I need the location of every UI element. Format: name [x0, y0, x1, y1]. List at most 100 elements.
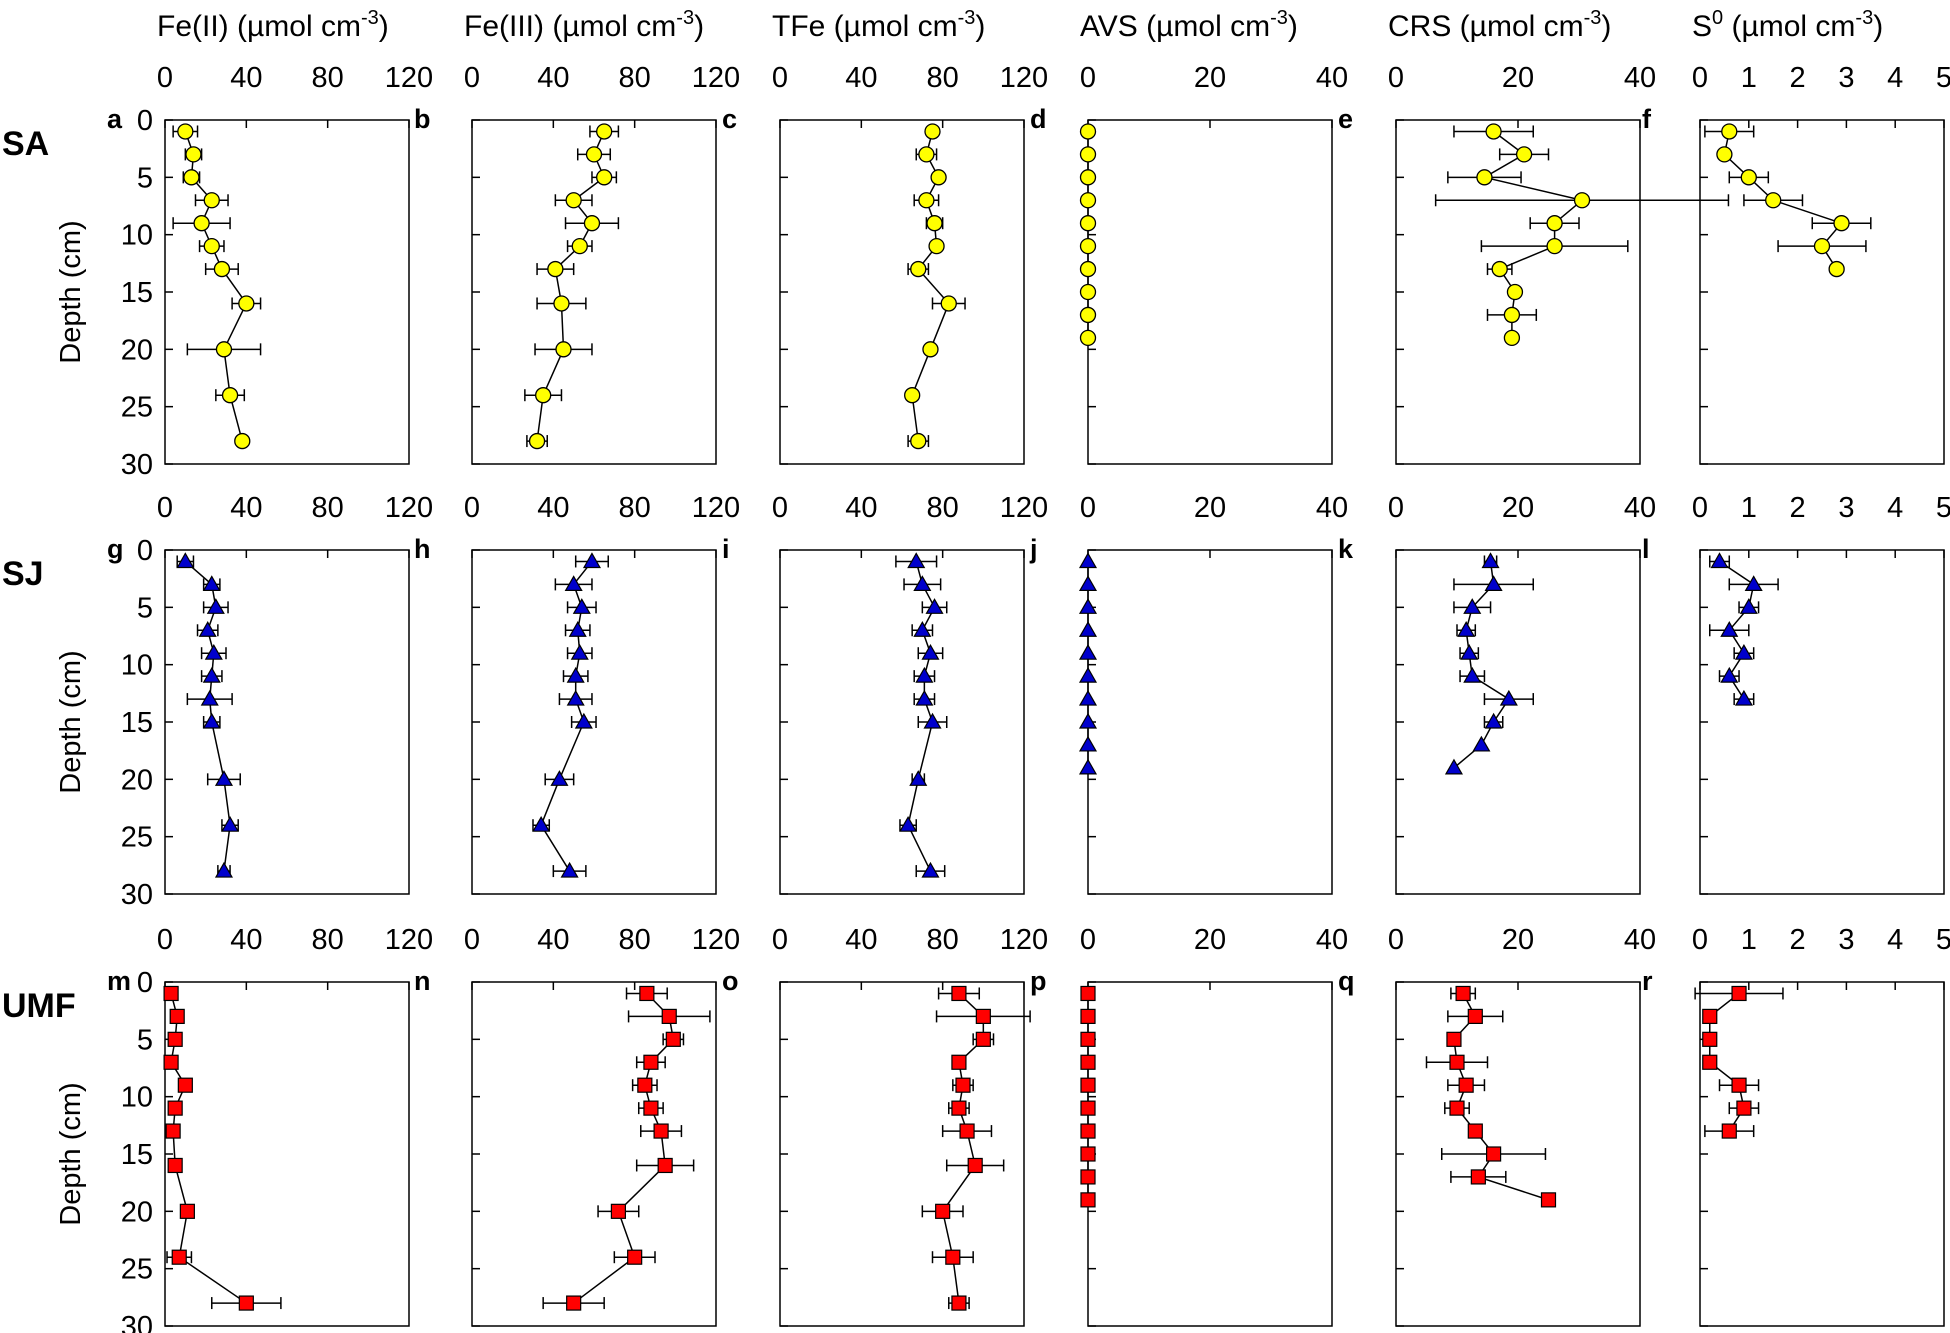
data-point [951, 1295, 967, 1311]
x-tick-label: 4 [1887, 924, 1903, 956]
data-point [1503, 329, 1521, 347]
title-main: S [1692, 10, 1712, 43]
x-tick-label: 20 [1194, 492, 1226, 524]
x-tick-label: 20 [1502, 62, 1534, 94]
data-point [234, 432, 251, 450]
data-point [910, 432, 927, 450]
y-tick-label: 25 [121, 822, 153, 854]
data-point [550, 770, 569, 786]
panel-e: e 0 20 40 [1338, 62, 1730, 465]
y-tick-label: 20 [121, 334, 153, 366]
x-tick-label: 40 [230, 492, 262, 524]
data-point [177, 1077, 193, 1093]
title-unit: CRS (µmol cm [1388, 10, 1584, 43]
data-point [1485, 123, 1502, 140]
data-point [214, 861, 234, 878]
data-point [1080, 985, 1096, 1002]
data-point [1078, 552, 1098, 569]
panel-j: j 0 20 40 [1029, 492, 1348, 895]
x-tick-label: 1 [1741, 62, 1757, 94]
data-point [1481, 552, 1500, 569]
data-point [555, 341, 572, 358]
x-tick-label: 40 [537, 924, 569, 956]
data-point [185, 146, 202, 163]
x-tick-label: 80 [312, 62, 344, 94]
data-point [1744, 575, 1763, 592]
data-point [921, 861, 940, 878]
x-tick-label: 40 [230, 924, 262, 956]
title-superscript: 0 [1712, 7, 1723, 29]
x-tick-label: 80 [927, 492, 959, 524]
column-title-avs: AVS (µmol cm-3) [1080, 7, 1298, 43]
data-point [1702, 1054, 1718, 1070]
x-tick-label: 20 [1502, 924, 1534, 956]
data-point [163, 1054, 179, 1070]
data-point [1446, 1031, 1462, 1047]
x-tick-label: 120 [1000, 62, 1048, 94]
data-point [1720, 666, 1739, 683]
column-title-tfe: TFe (µmol cm-3) [772, 7, 985, 43]
plot-frame [1699, 981, 1945, 1327]
data-point [221, 815, 240, 832]
x-tick-label: 120 [692, 492, 740, 524]
data-point [1079, 192, 1097, 209]
panel-letter: e [1338, 104, 1353, 134]
panel-letter: i [722, 534, 730, 564]
y-axis-label: Depth (cm) [55, 650, 87, 793]
unit-close: ) [1873, 10, 1883, 43]
panel-q: q 0 20 40 [1338, 924, 1656, 1327]
x-tick-label: 120 [692, 924, 740, 956]
x-tick-label: 0 [772, 924, 788, 956]
unit-superscript: -3 [676, 7, 694, 29]
x-tick-label: 0 [464, 924, 480, 956]
data-point [1079, 329, 1097, 347]
plot-frame [1699, 119, 1945, 465]
data-point [585, 146, 603, 163]
data-point [1080, 1100, 1096, 1116]
data-point [1833, 215, 1850, 232]
data-point [627, 1249, 643, 1265]
data-point [1080, 1031, 1096, 1047]
data-point [1720, 621, 1739, 637]
panel-letter: c [722, 104, 737, 134]
y-tick-label: 0 [137, 535, 153, 567]
data-point [566, 689, 585, 706]
x-tick-label: 0 [772, 492, 788, 524]
y-tick-label: 10 [121, 650, 153, 682]
unit-superscript: -3 [361, 7, 379, 29]
y-tick-label: 15 [121, 277, 153, 309]
data-point [975, 1008, 991, 1025]
panel-o: o 0 40 80 120 [722, 924, 1048, 1327]
y-tick-label: 15 [121, 1139, 153, 1171]
data-point [1731, 1077, 1747, 1093]
y-tick-label: 5 [137, 162, 153, 194]
data-point [1740, 169, 1757, 186]
data-point [967, 1157, 983, 1174]
x-tick-label: 120 [385, 62, 433, 94]
data-point [213, 260, 231, 278]
x-tick-label: 40 [537, 62, 569, 94]
data-point [1540, 1192, 1557, 1208]
data-point [532, 815, 551, 832]
data-point [568, 621, 587, 637]
data-point [1702, 1008, 1718, 1025]
data-point [565, 192, 582, 209]
data-point [955, 1077, 971, 1093]
data-point [583, 215, 601, 232]
data-point [925, 598, 944, 614]
data-point [1080, 1008, 1096, 1025]
data-point [935, 1203, 951, 1219]
data-point [203, 237, 220, 255]
x-tick-label: 5 [1936, 924, 1950, 956]
data-point [1736, 1100, 1752, 1116]
series-line [1453, 561, 1510, 769]
column-title-text: CRS (µmol cm-3) [1388, 7, 1611, 43]
x-tick-label: 5 [1936, 62, 1950, 94]
data-point [1484, 575, 1503, 592]
x-tick-label: 120 [692, 62, 740, 94]
x-tick-label: 0 [1388, 924, 1404, 956]
data-point [923, 712, 942, 729]
x-tick-label: 0 [1692, 924, 1708, 956]
data-point [1078, 575, 1098, 592]
